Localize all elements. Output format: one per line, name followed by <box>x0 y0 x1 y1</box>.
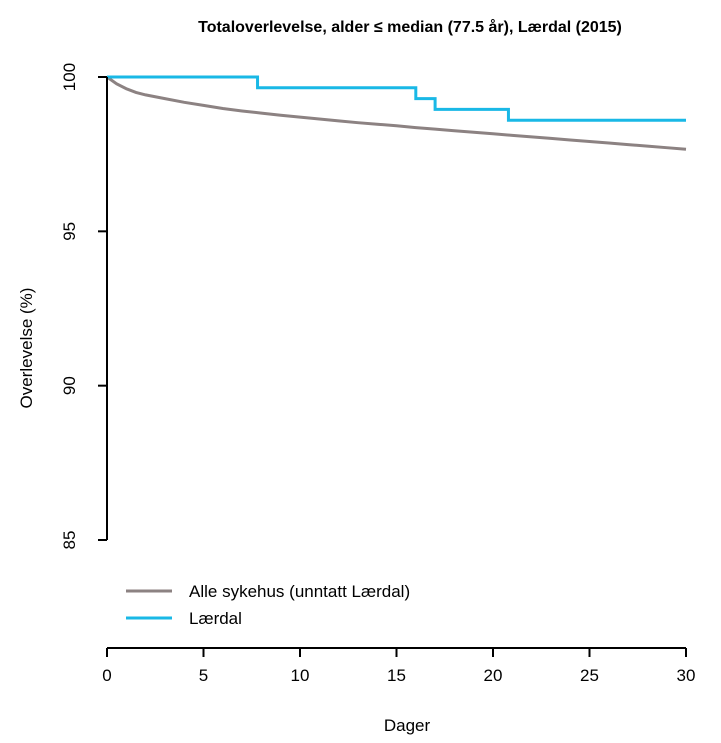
x-tick-label-15: 15 <box>387 666 406 685</box>
series-line-1 <box>107 75 686 122</box>
y-tick-label-95: 95 <box>60 222 79 241</box>
y-tick-label-100: 100 <box>60 63 79 91</box>
x-tick-label-30: 30 <box>677 666 696 685</box>
series-layer <box>106 75 687 151</box>
x-tick-label-25: 25 <box>580 666 599 685</box>
x-tick-label-5: 5 <box>199 666 208 685</box>
y-axis-label: Overlevelse (%) <box>17 288 36 409</box>
series-line-0 <box>106 75 687 151</box>
x-tick-label-20: 20 <box>484 666 503 685</box>
y-tick-label-90: 90 <box>60 376 79 395</box>
y-tick-label-85: 85 <box>60 531 79 550</box>
x-tick-label-10: 10 <box>291 666 310 685</box>
x-tick-label-0: 0 <box>102 666 111 685</box>
y-ticks: 85 90 95 100 <box>60 63 107 550</box>
legend-label-alle-sykehus: Alle sykehus (unntatt Lærdal) <box>189 582 410 601</box>
chart-title: Totaloverlevelse, alder ≤ median (77.5 å… <box>198 18 622 36</box>
legend-label-laerdal: Lærdal <box>189 609 242 628</box>
x-ticks: 0 5 10 15 20 25 30 <box>102 648 695 685</box>
x-axis-label: Dager <box>384 716 431 735</box>
legend: Alle sykehus (unntatt Lærdal) Lærdal <box>126 582 410 628</box>
plot-area: 85 90 95 100 0 5 10 15 20 25 30 <box>60 63 695 685</box>
